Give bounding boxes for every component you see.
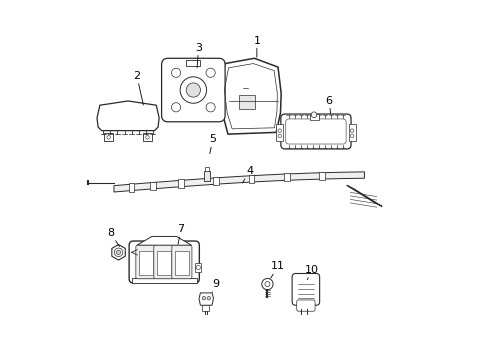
- Circle shape: [114, 248, 122, 257]
- Circle shape: [171, 103, 180, 112]
- FancyBboxPatch shape: [171, 245, 192, 279]
- Bar: [276, 123, 283, 141]
- Text: 11: 11: [270, 261, 285, 278]
- Polygon shape: [112, 244, 125, 260]
- Circle shape: [264, 282, 269, 287]
- Polygon shape: [346, 185, 381, 207]
- Bar: [213, 177, 219, 185]
- Circle shape: [207, 296, 210, 300]
- Text: 8: 8: [107, 228, 119, 247]
- FancyBboxPatch shape: [129, 241, 199, 283]
- Bar: [202, 305, 209, 311]
- Text: 9: 9: [212, 279, 220, 292]
- Bar: [284, 173, 289, 181]
- FancyBboxPatch shape: [280, 114, 350, 149]
- Bar: [131, 278, 197, 283]
- Polygon shape: [97, 101, 159, 131]
- Polygon shape: [137, 237, 191, 245]
- Bar: [248, 175, 254, 183]
- Bar: [178, 179, 183, 188]
- Circle shape: [202, 296, 205, 300]
- Circle shape: [205, 68, 215, 77]
- Circle shape: [145, 136, 149, 139]
- Text: 7: 7: [177, 224, 184, 244]
- Circle shape: [171, 68, 180, 77]
- Bar: [239, 95, 255, 109]
- Bar: [157, 251, 170, 275]
- Circle shape: [196, 265, 200, 270]
- Bar: [204, 167, 208, 171]
- Bar: [128, 183, 134, 192]
- Bar: [309, 114, 318, 120]
- Circle shape: [349, 134, 353, 138]
- Circle shape: [186, 83, 200, 97]
- Circle shape: [116, 250, 121, 255]
- Text: 6: 6: [325, 96, 332, 114]
- Circle shape: [107, 136, 110, 139]
- FancyBboxPatch shape: [161, 58, 224, 122]
- Bar: [104, 134, 113, 141]
- Circle shape: [180, 77, 206, 103]
- Bar: [348, 123, 355, 141]
- Polygon shape: [199, 293, 213, 305]
- Text: 1: 1: [253, 36, 260, 57]
- Bar: [143, 134, 151, 141]
- Text: 4: 4: [242, 166, 253, 183]
- Bar: [319, 172, 324, 180]
- Text: 3: 3: [195, 43, 202, 68]
- Bar: [150, 181, 155, 190]
- Circle shape: [349, 129, 353, 132]
- Text: 5: 5: [209, 134, 216, 154]
- Circle shape: [310, 112, 316, 118]
- Bar: [175, 251, 188, 275]
- Bar: [139, 251, 152, 275]
- Polygon shape: [219, 58, 281, 134]
- FancyBboxPatch shape: [154, 245, 174, 279]
- Circle shape: [278, 134, 281, 138]
- Bar: [186, 60, 200, 66]
- FancyBboxPatch shape: [136, 245, 156, 279]
- FancyBboxPatch shape: [296, 300, 314, 311]
- Polygon shape: [114, 172, 364, 192]
- Circle shape: [261, 278, 272, 290]
- Circle shape: [278, 129, 281, 132]
- Bar: [195, 263, 201, 272]
- Circle shape: [205, 103, 215, 112]
- Text: 2: 2: [133, 71, 143, 105]
- Bar: [203, 171, 209, 181]
- Text: 10: 10: [304, 265, 318, 280]
- FancyBboxPatch shape: [291, 274, 319, 305]
